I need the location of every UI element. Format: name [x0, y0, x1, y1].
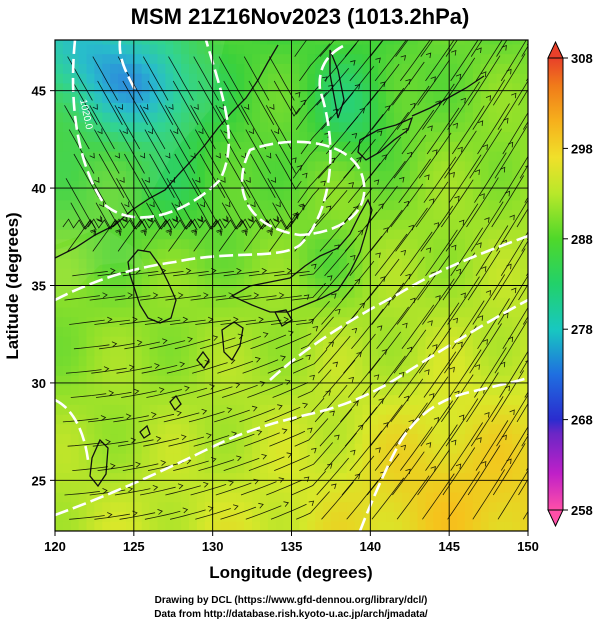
x-tick-label: 140	[359, 539, 381, 554]
credit-drawing: Drawing by DCL (https://www.gfd-dennou.o…	[155, 595, 428, 606]
y-axis: 25 30 35 40 45	[32, 84, 55, 488]
colorbar-tick-label: 288	[571, 232, 593, 247]
y-axis-label: Latitude (degrees)	[3, 212, 22, 359]
x-tick-label: 150	[517, 539, 539, 554]
x-tick-label: 135	[281, 539, 303, 554]
y-tick-label: 35	[32, 279, 46, 294]
lat-lon-grid	[55, 40, 528, 531]
colorbar-gradient	[547, 57, 564, 511]
isobars	[55, 40, 528, 531]
colorbar-tick-label: 258	[571, 503, 593, 518]
y-tick-label: 45	[32, 84, 46, 99]
colorbar: 258 268 278 288 298 308	[547, 40, 593, 528]
temperature-field	[55, 40, 528, 531]
y-tick-label: 30	[32, 376, 46, 391]
colorbar-ticks: 258 268 278 288 298 308	[563, 51, 593, 518]
x-tick-label: 145	[438, 539, 460, 554]
chart-title: MSM 21Z16Nov2023 (1013.2hPa)	[131, 4, 470, 29]
colorbar-min-arrow	[547, 509, 564, 528]
colorbar-max-arrow	[547, 40, 564, 59]
credit-data: Data from http://database.rish.kyoto-u.a…	[154, 609, 428, 620]
y-tick-label: 40	[32, 181, 46, 196]
colorbar-tick-label: 278	[571, 322, 593, 337]
temperature-map: 1020.0	[55, 40, 528, 531]
colorbar-tick-label: 268	[571, 413, 593, 428]
colorbar-tick-label: 308	[571, 51, 593, 66]
colorbar-tick-label: 298	[571, 141, 593, 156]
y-tick-label: 25	[32, 473, 46, 488]
x-axis: 120 125 130 135 140 145 150	[44, 531, 539, 554]
x-tick-label: 125	[123, 539, 145, 554]
x-tick-label: 120	[44, 539, 66, 554]
wind-streamlines	[62, 40, 528, 520]
x-tick-label: 130	[202, 539, 224, 554]
x-axis-label: Longitude (degrees)	[209, 563, 372, 582]
